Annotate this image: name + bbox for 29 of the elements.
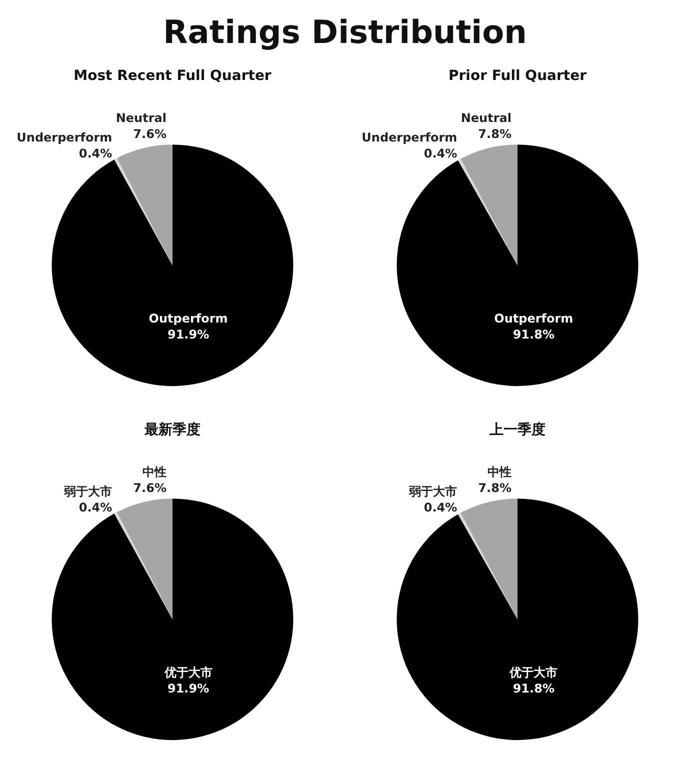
- slice-label: 弱于大市: [63, 484, 112, 498]
- chart-title: 上一季度: [488, 421, 546, 438]
- chart-title: Ratings Distribution: [162, 12, 528, 53]
- data-label: 7.8%: [478, 481, 512, 496]
- slice-label: 中性: [487, 465, 512, 480]
- data-label: 91.9%: [167, 328, 210, 342]
- data-label: 0.4%: [424, 146, 458, 160]
- chart-title: 最新季度: [144, 421, 200, 438]
- slice-label: 弱于大市: [408, 484, 458, 498]
- slice-label: Neutral: [116, 111, 166, 126]
- data-label: 0.4%: [78, 146, 112, 160]
- data-label: 0.4%: [424, 500, 458, 514]
- slice-label: Underperform: [16, 130, 112, 144]
- chart-subtitle: Most Recent Full Quarter: [74, 68, 272, 84]
- data-label: 7.6%: [133, 481, 166, 496]
- data-label: 91.8%: [512, 682, 554, 696]
- data-label: 91.8%: [512, 328, 554, 342]
- slice-label: Outperform: [148, 312, 228, 326]
- data-label: 7.6%: [133, 127, 166, 142]
- data-label: 91.9%: [167, 682, 210, 696]
- slice-label: 优于大市: [163, 666, 212, 680]
- data-label: 0.4%: [78, 500, 112, 514]
- chart-title: Prior Full Quarter: [448, 68, 587, 84]
- data-label: 7.8%: [478, 127, 512, 142]
- slice-label: 中性: [142, 465, 166, 480]
- slice-label: Neutral: [460, 111, 512, 126]
- slice-label: Outperform: [494, 312, 574, 326]
- slice-label: 优于大市: [508, 666, 558, 680]
- slice-label: Underperform: [362, 130, 458, 144]
